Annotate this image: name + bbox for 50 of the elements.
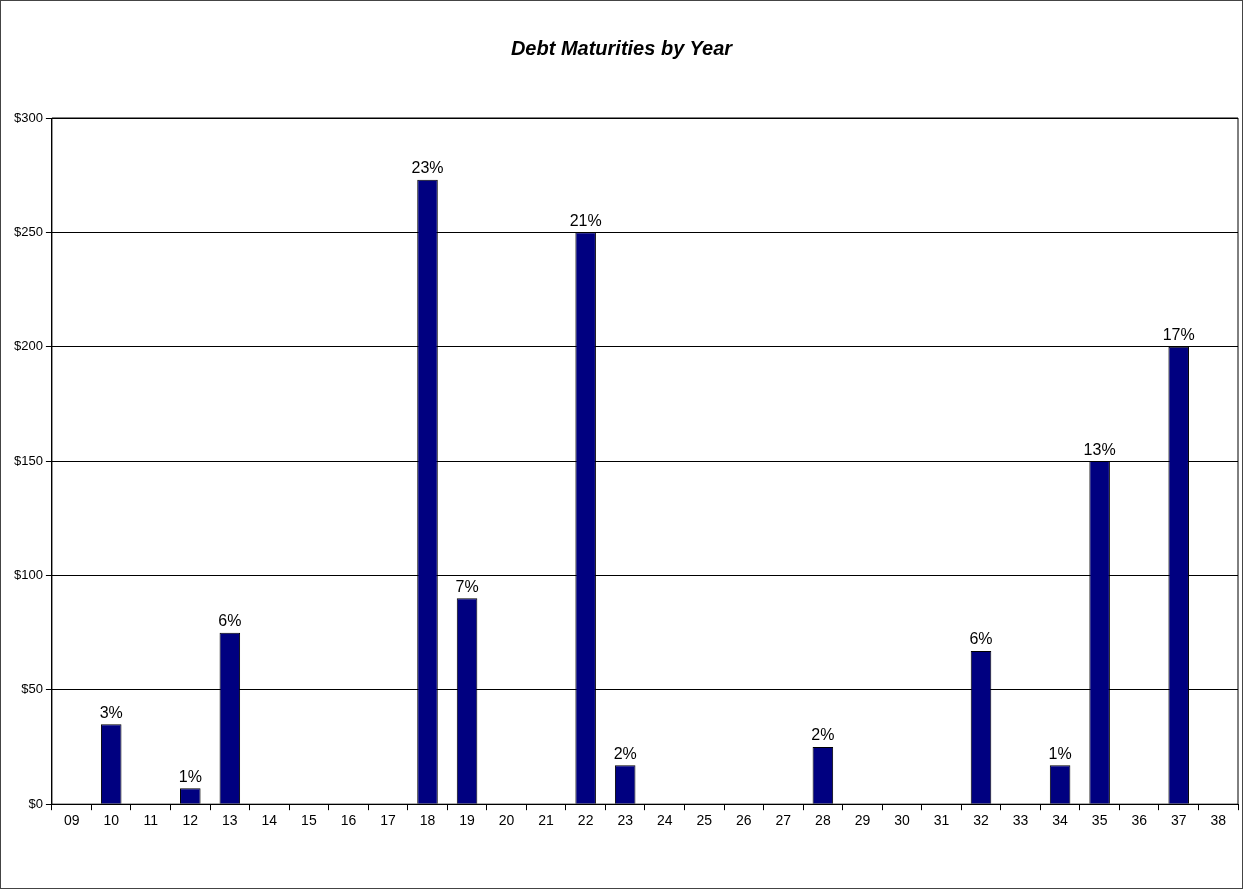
x-tick-label: 16 — [340, 812, 357, 829]
x-tick-label: 38 — [1210, 812, 1227, 829]
y-tick-label: $100 — [14, 567, 43, 583]
x-tick-label: 30 — [894, 812, 910, 829]
x-tick-label: 28 — [815, 812, 831, 829]
x-tick-label: 34 — [1052, 812, 1069, 829]
y-tick-label: $300 — [14, 109, 43, 125]
y-tick-label: $200 — [14, 338, 43, 354]
y-tick-label: $250 — [14, 223, 43, 239]
annotation: 7% — [455, 577, 479, 595]
annotation: 17% — [1162, 326, 1195, 344]
x-tick-label: 18 — [419, 812, 436, 829]
x-tick-label: 24 — [656, 812, 673, 829]
x-tick-label: 09 — [63, 812, 80, 829]
annotation: 6% — [969, 630, 993, 648]
x-tick-label: 25 — [696, 812, 713, 829]
x-tick-label: 31 — [933, 812, 950, 829]
x-tick-label: 14 — [261, 812, 278, 829]
annotation: 1% — [178, 767, 202, 785]
x-tick-label: 15 — [301, 812, 317, 829]
y-tick-label: $0 — [28, 795, 43, 811]
annotation: 13% — [1083, 440, 1116, 458]
x-tick-label: 33 — [1012, 812, 1029, 829]
x-tick-label: 27 — [775, 812, 792, 829]
y-tick-label: $50 — [21, 681, 43, 697]
x-tick-label: 21 — [538, 812, 555, 829]
x-tick-label: 22 — [577, 812, 594, 829]
x-tick-label: 23 — [617, 812, 634, 829]
x-tick-label: 29 — [854, 812, 871, 829]
x-tick-label: 17 — [380, 812, 396, 829]
annotation: 1% — [1048, 744, 1072, 762]
chart-title: Debt Maturities by Year — [509, 37, 734, 60]
x-tick-label: 26 — [736, 812, 752, 829]
y-tick-label: $150 — [14, 452, 43, 468]
annotation: 2% — [613, 744, 637, 762]
x-tick-label: 36 — [1131, 812, 1148, 829]
x-tick-label: 13 — [222, 812, 238, 829]
x-tick-label: 37 — [1170, 812, 1187, 829]
x-tick-label: 20 — [498, 812, 515, 829]
annotation: 23% — [411, 159, 444, 177]
annotation: 2% — [811, 726, 835, 744]
x-tick-label: 32 — [973, 812, 990, 829]
x-tick-label: 12 — [182, 812, 199, 829]
annotation: 21% — [569, 211, 602, 229]
annotation: 6% — [218, 612, 242, 630]
x-tick-label: 11 — [143, 812, 159, 829]
x-tick-label: 10 — [103, 812, 120, 829]
annotation: 3% — [99, 703, 123, 721]
x-tick-label: 19 — [459, 812, 476, 829]
x-tick-label: 35 — [1091, 812, 1108, 829]
